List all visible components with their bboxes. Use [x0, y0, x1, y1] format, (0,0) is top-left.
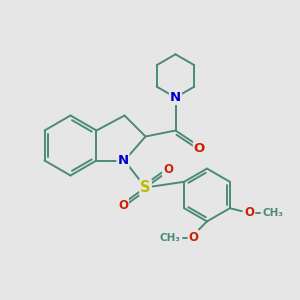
Text: O: O	[194, 142, 205, 155]
Text: O: O	[188, 231, 199, 244]
Text: S: S	[140, 180, 151, 195]
Text: O: O	[118, 199, 128, 212]
Text: N: N	[117, 154, 129, 167]
Text: O: O	[163, 163, 173, 176]
Text: O: O	[244, 206, 254, 219]
Text: CH₃: CH₃	[160, 233, 181, 243]
Text: N: N	[170, 91, 181, 104]
Text: CH₃: CH₃	[262, 208, 283, 218]
